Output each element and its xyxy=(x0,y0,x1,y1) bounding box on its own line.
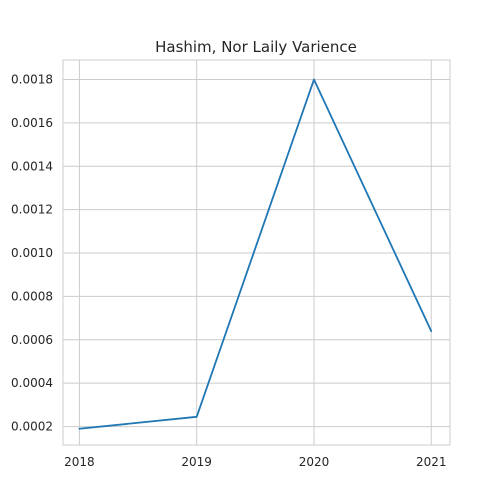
x-tick-label: 2019 xyxy=(181,455,212,469)
y-tick-label: 0.0008 xyxy=(11,289,53,303)
x-tick-label: 2021 xyxy=(416,455,447,469)
plot-area xyxy=(62,59,451,446)
y-tick-label: 0.0014 xyxy=(11,159,53,173)
y-tick-label: 0.0004 xyxy=(11,376,53,390)
x-tick-label: 2020 xyxy=(299,455,330,469)
x-axis-ticks: 2018 2019 2020 2021 xyxy=(64,455,446,469)
y-tick-label: 0.0006 xyxy=(11,333,53,347)
grid xyxy=(63,60,450,445)
chart-title: Hashim, Nor Laily Varience xyxy=(155,38,357,56)
y-tick-label: 0.0010 xyxy=(11,246,53,260)
y-axis-ticks: 0.0002 0.0004 0.0006 0.0008 0.0010 0.0012 0.00… xyxy=(11,73,53,434)
x-tick-label: 2018 xyxy=(64,455,95,469)
series-line xyxy=(78,78,433,430)
y-tick-label: 0.0016 xyxy=(11,116,53,130)
y-tick-label: 0.0012 xyxy=(11,203,53,217)
y-tick-label: 0.0002 xyxy=(11,420,53,434)
series-layer xyxy=(78,78,433,430)
y-tick-label: 0.0018 xyxy=(11,73,53,87)
